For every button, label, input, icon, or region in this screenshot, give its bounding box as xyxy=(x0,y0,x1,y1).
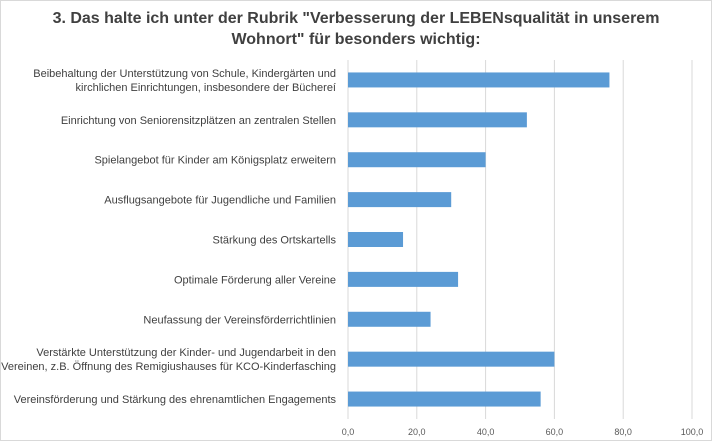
x-tick-label: 40,0 xyxy=(477,427,495,437)
category-label: Verstärkte Unterstützung der Kinder- und… xyxy=(1,347,336,373)
bar xyxy=(348,311,431,327)
bar xyxy=(348,152,486,168)
category-label: Neufassung der Vereinsförderrichtlinien xyxy=(143,314,336,326)
category-label: Spielangebot für Kinder am Königsplatz e… xyxy=(94,155,336,167)
bar xyxy=(348,112,527,128)
chart-title-line-1: 3. Das halte ich unter der Rubrik "Verbe… xyxy=(52,10,660,27)
bar xyxy=(348,351,555,367)
x-tick-label: 100,0 xyxy=(681,427,704,437)
category-label: Beibehaltung der Unterstützung von Schul… xyxy=(33,68,336,94)
category-label: Optimale Förderung aller Vereine xyxy=(174,274,336,286)
bar xyxy=(348,271,459,287)
bar xyxy=(348,192,452,208)
category-label: Einrichtung von Seniorensitzplätzen an z… xyxy=(61,115,336,127)
chart-title-line-2: Wohnort" für besonders wichtig: xyxy=(231,31,481,48)
x-tick-label: 20,0 xyxy=(408,427,426,437)
bar xyxy=(348,391,541,407)
bar xyxy=(348,232,404,247)
x-tick-label: 60,0 xyxy=(546,427,564,437)
x-tick-label: 80,0 xyxy=(614,427,632,437)
category-label: Ausflugsangebote für Jugendliche und Fam… xyxy=(104,195,336,207)
category-label: Vereinsförderung und Stärkung des ehrena… xyxy=(14,394,337,406)
category-label: Stärkung des Ortskartells xyxy=(213,235,337,247)
x-tick-label: 0,0 xyxy=(342,427,355,437)
bar xyxy=(348,72,610,88)
